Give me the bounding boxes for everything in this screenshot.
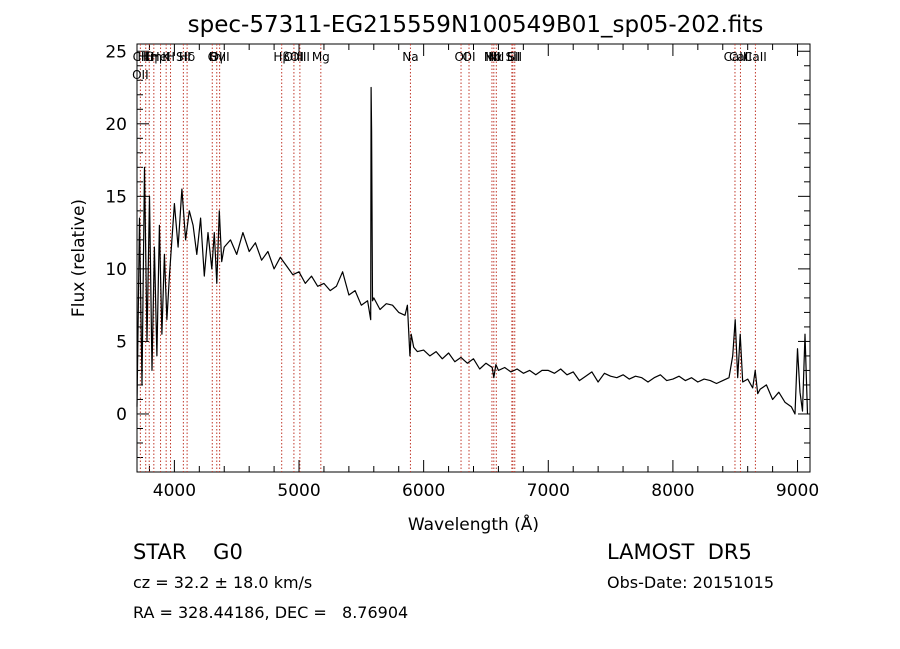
x-tick-label: 8000 bbox=[651, 481, 694, 501]
spectral-line-label: SII bbox=[176, 50, 191, 64]
y-tick-label: 0 bbox=[116, 405, 127, 425]
spectral-line-label: G bbox=[208, 50, 217, 64]
y-axis-label: Flux (relative) bbox=[69, 199, 89, 317]
spectral-line-label: Hδ bbox=[179, 50, 195, 64]
spectral-line-label: NII bbox=[484, 50, 500, 64]
spectral-line-label: OIII bbox=[210, 50, 230, 64]
spectral-line-label: SII bbox=[507, 50, 522, 64]
spectral-line-label: Na bbox=[402, 50, 418, 64]
spectral-line-label: H bbox=[166, 50, 175, 64]
spectral-line-label: HeI bbox=[151, 50, 171, 64]
obs-date-label: Obs-Date: 20151015 bbox=[607, 573, 775, 592]
chart-title: spec-57311-EG215559N100549B01_sp05-202.f… bbox=[188, 12, 764, 38]
spectral-line-label: OII bbox=[132, 68, 149, 82]
spectral-line-label: Hθ bbox=[138, 50, 154, 64]
class-label: STAR G0 bbox=[133, 540, 243, 564]
spectral-line-label: Hβ bbox=[273, 50, 290, 64]
spectral-line-label: Hγ bbox=[209, 50, 225, 64]
spectral-line-label: CaII bbox=[729, 50, 752, 64]
spectral-line-label: Hη bbox=[146, 50, 163, 64]
spectral-line-label: CaII bbox=[724, 50, 747, 64]
y-tick-label: 25 bbox=[105, 42, 127, 62]
y-tick-label: 20 bbox=[105, 115, 127, 135]
x-tick-label: 7000 bbox=[527, 481, 570, 501]
spectral-line-label: K bbox=[162, 50, 171, 64]
x-tick-label: 6000 bbox=[402, 481, 445, 501]
x-tick-label: 5000 bbox=[277, 481, 320, 501]
coordinates-label: RA = 328.44186, DEC = 8.76904 bbox=[133, 603, 409, 622]
spectral-line-label: OIII bbox=[284, 50, 304, 64]
spectral-line-label: SII bbox=[506, 50, 521, 64]
spectral-line-label: Hα bbox=[485, 50, 502, 64]
spectral-lines-layer bbox=[139, 44, 756, 472]
x-axis-label: Wavelength (Å) bbox=[408, 513, 539, 535]
x-tick-label: 4000 bbox=[153, 481, 196, 501]
spectrum-series-line bbox=[136, 86, 809, 415]
spectral-line-label: CII bbox=[133, 50, 148, 64]
spectral-line-label: Li bbox=[507, 50, 517, 64]
spectral-line-label: Mg bbox=[312, 50, 330, 64]
spectral-line-label: Hη bbox=[141, 50, 158, 64]
spectral-line-label: OI bbox=[463, 50, 476, 64]
y-tick-label: 10 bbox=[105, 260, 127, 280]
y-tick-label: 15 bbox=[105, 187, 127, 207]
spectral-line-label: CaII bbox=[744, 50, 767, 64]
redshift-label: cz = 32.2 ± 18.0 km/s bbox=[133, 573, 313, 592]
spectral-line-label: OIII bbox=[290, 50, 310, 64]
spectral-line-label: NII bbox=[488, 50, 504, 64]
y-tick-label: 5 bbox=[116, 332, 127, 352]
survey-label: LAMOST DR5 bbox=[607, 540, 752, 564]
spectral-line-label: OI bbox=[455, 50, 468, 64]
x-tick-label: 9000 bbox=[776, 481, 819, 501]
plot-frame bbox=[136, 43, 811, 473]
